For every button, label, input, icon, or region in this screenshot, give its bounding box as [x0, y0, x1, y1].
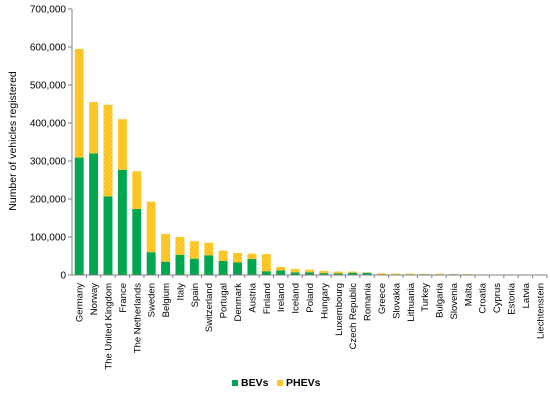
bar-phevs-lithuania	[405, 273, 415, 275]
bar-phevs-hungary	[319, 270, 329, 274]
bar-bevs-germany	[74, 157, 84, 275]
x-tick-label: Czech Republic	[348, 283, 359, 350]
y-tick-label: 700,000	[30, 5, 67, 16]
bar-bevs-spain	[189, 258, 199, 275]
bar-bevs-ireland	[276, 270, 286, 275]
x-tick-label: Ireland	[276, 283, 287, 312]
y-tick-label: 400,000	[30, 119, 67, 130]
x-tick-label: Estonia	[507, 282, 518, 314]
y-axis-ticks: 0 100,000 200,000 300,000 400,000 500,000 600,…	[30, 5, 72, 282]
bar-phevs-denmark	[233, 252, 242, 263]
bar-phevs-the-united-kingdom	[103, 104, 113, 197]
bar-phevs-malta	[463, 274, 473, 275]
y-tick-label: 600,000	[30, 43, 67, 54]
bar-bevs-the-united-kingdom	[103, 196, 113, 275]
bar-bevs-sweden	[146, 252, 156, 275]
x-tick-label: Austria	[247, 282, 258, 312]
x-tick-label: The United Kingdom	[103, 283, 114, 370]
bar-bevs-switzerland	[204, 255, 214, 275]
bar-phevs-austria	[247, 253, 257, 260]
bar-bevs-iceland	[290, 272, 300, 275]
bar-bevs-hungary	[319, 273, 329, 275]
x-tick-label: Cyprus	[492, 283, 503, 313]
x-tick-label: Portugal	[219, 283, 230, 318]
x-tick-label: Denmark	[233, 283, 244, 322]
x-tick-label: Latvia	[521, 282, 532, 308]
bar-bevs-the-netherlands	[132, 208, 142, 275]
bar-phevs-the-netherlands	[132, 171, 142, 209]
bar-bevs-portugal	[218, 260, 228, 275]
bar-bevs-denmark	[233, 262, 242, 275]
y-axis-title: Number of vehicles registered	[7, 71, 19, 211]
legend-swatch-phevs	[277, 380, 283, 386]
bar-phevs-poland	[305, 269, 314, 273]
bar-bevs-belgium	[161, 261, 171, 275]
bar-phevs-switzerland	[204, 242, 214, 256]
bar-bevs-finland	[261, 271, 271, 275]
x-tick-label: Finland	[262, 283, 273, 314]
legend-label-bevs: BEVs	[241, 377, 269, 389]
bar-bevs-poland	[305, 272, 314, 275]
bar-bevs-romania	[362, 272, 372, 275]
legend-label-phevs: PHEVs	[286, 377, 321, 389]
x-tick-label: Liechtenstein	[535, 283, 546, 339]
x-tick-label: Slovenia	[449, 282, 460, 319]
bar-phevs-belgium	[161, 233, 171, 262]
bar-bevs-france	[117, 169, 127, 275]
x-tick-label: Lithuania	[406, 282, 417, 321]
x-tick-label: Iceland	[291, 283, 302, 314]
bar-phevs-germany	[74, 48, 84, 158]
legend-swatch-bevs	[232, 380, 238, 386]
x-tick-label: Romania	[363, 282, 374, 321]
bar-phevs-slovakia	[391, 273, 401, 275]
x-axis-labels: Germany Norway The United Kingdom France The…	[75, 275, 548, 370]
bar-phevs-finland	[261, 254, 271, 272]
bar-phevs-spain	[189, 241, 199, 259]
bar-bevs-czech-republic	[348, 272, 358, 275]
bar-phevs-norway	[89, 102, 99, 154]
x-tick-label: Luxembourg	[334, 283, 345, 336]
x-tick-label: The Netherlands	[132, 283, 143, 353]
bar-phevs-italy	[175, 237, 185, 255]
bar-phevs-iceland	[290, 268, 300, 273]
bar-phevs-ireland	[276, 267, 286, 271]
x-tick-label: Norway	[89, 283, 100, 315]
bar-phevs-bulgaria	[434, 273, 444, 275]
y-tick-label: 500,000	[30, 81, 67, 92]
bar-bevs-norway	[89, 153, 99, 275]
bar-bevs-luxembourg	[333, 273, 343, 275]
x-tick-label: Malta	[463, 282, 474, 306]
y-tick-label: 200,000	[30, 195, 67, 206]
x-tick-label: Sweden	[147, 283, 158, 317]
bar-bevs-austria	[247, 259, 257, 275]
x-tick-label: Germany	[75, 283, 86, 322]
x-tick-label: Spain	[190, 283, 201, 307]
x-tick-label: Bulgaria	[435, 282, 446, 318]
x-tick-label: Slovakia	[391, 282, 402, 319]
bar-phevs-portugal	[218, 250, 228, 261]
bar-phevs-sweden	[146, 201, 156, 253]
x-tick-label: Belgium	[161, 283, 172, 317]
x-tick-label: Croatia	[478, 282, 489, 313]
x-tick-label: France	[118, 283, 129, 313]
x-tick-label: Italy	[175, 283, 186, 301]
x-tick-label: Turkey	[420, 283, 431, 312]
legend: BEVs PHEVs	[232, 377, 321, 389]
bar-phevs-greece	[377, 273, 386, 275]
y-tick-label: 0	[60, 271, 66, 282]
bar-phevs-france	[117, 119, 127, 170]
y-tick-label: 300,000	[30, 157, 67, 168]
x-tick-label: Poland	[305, 283, 316, 313]
y-tick-label: 100,000	[30, 233, 67, 244]
bar-bevs-italy	[175, 254, 185, 275]
x-tick-label: Hungary	[319, 283, 330, 319]
bar-phevs-czech-republic	[348, 271, 358, 273]
bar-phevs-luxembourg	[333, 271, 343, 274]
x-tick-label: Switzerland	[204, 283, 215, 332]
x-tick-label: Greece	[377, 283, 388, 314]
bars	[74, 48, 545, 275]
